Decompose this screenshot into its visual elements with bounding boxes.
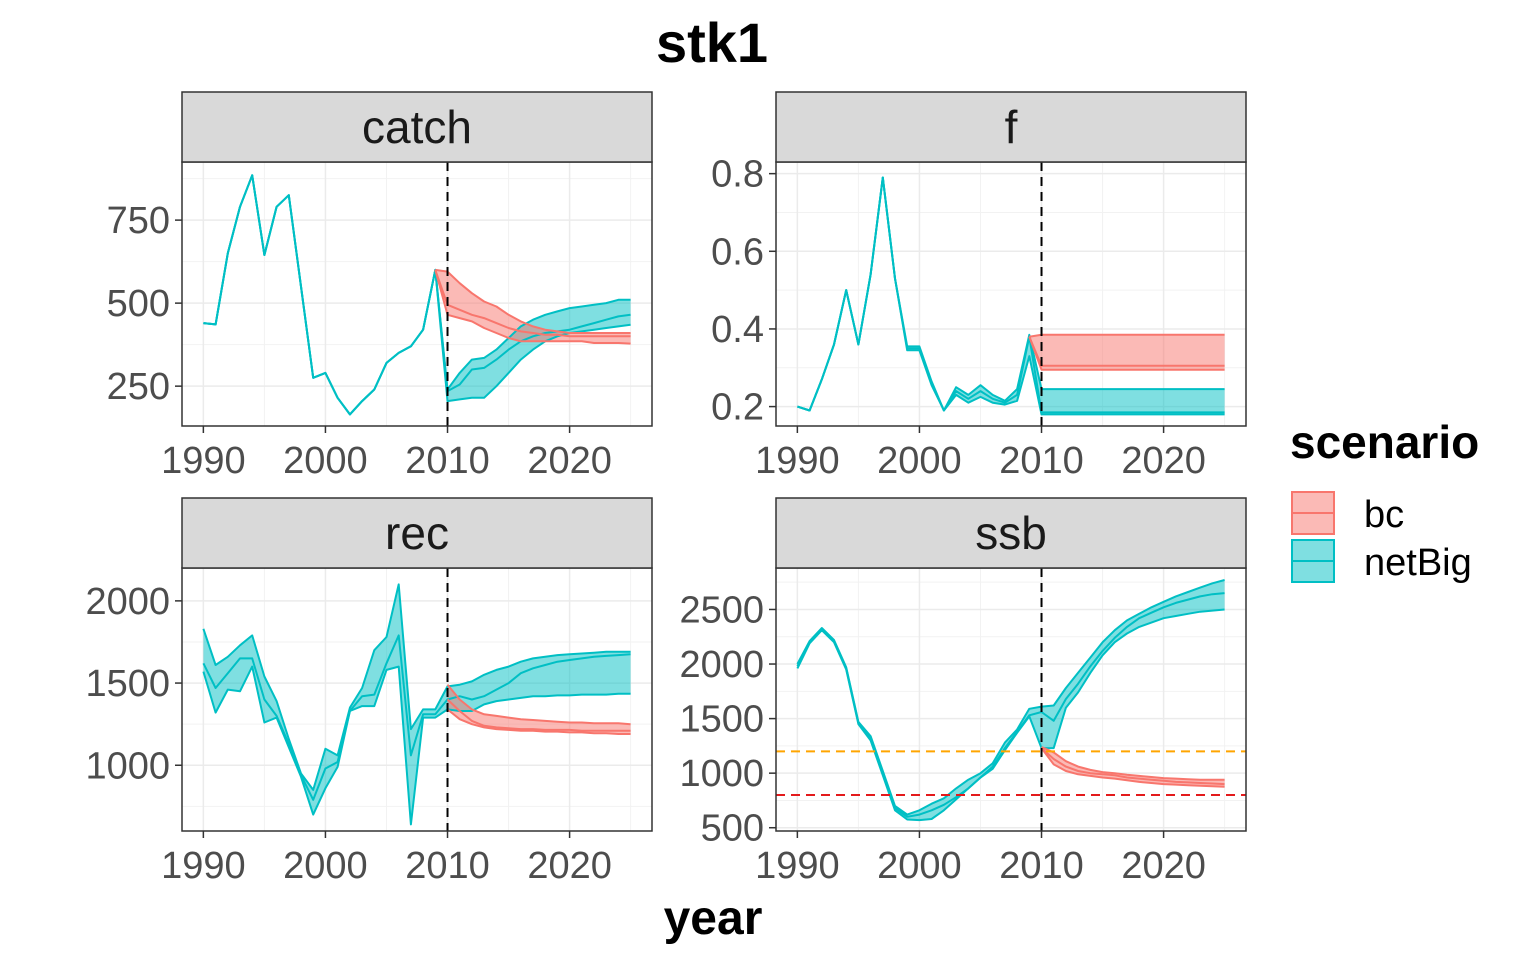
facet-strip bbox=[181, 497, 653, 569]
facet-strip bbox=[775, 91, 1247, 163]
y-tick-label: 500 bbox=[107, 283, 170, 325]
facet-strip-label: catch bbox=[362, 101, 472, 153]
legend-entry-bc: bc bbox=[1291, 491, 1404, 536]
y-tick-label: 250 bbox=[107, 366, 170, 408]
x-tick-label: 2010 bbox=[999, 845, 1084, 887]
facet-strip-label: rec bbox=[385, 507, 449, 559]
facet-strip bbox=[181, 91, 653, 163]
x-tick-label: 1990 bbox=[755, 440, 840, 482]
panel-background bbox=[776, 162, 1246, 426]
y-tick-label: 0.4 bbox=[711, 309, 764, 351]
y-tick-label: 1000 bbox=[85, 745, 170, 787]
legend-title: scenario bbox=[1290, 416, 1479, 468]
plot-title: stk1 bbox=[656, 11, 768, 74]
y-tick-label: 2000 bbox=[679, 644, 764, 686]
series-line-bc-median bbox=[434, 269, 631, 338]
series-line-bc-median bbox=[1040, 747, 1225, 786]
series-line-netBig-median bbox=[202, 634, 631, 801]
x-tick-label: 2020 bbox=[1121, 845, 1206, 887]
y-tick-label: 1500 bbox=[85, 663, 170, 705]
series-line-bc-lower bbox=[1040, 747, 1225, 788]
series-line-netBig-lower bbox=[202, 665, 631, 826]
y-tick-label: 0.2 bbox=[711, 387, 764, 429]
x-tick-label: 2020 bbox=[527, 845, 612, 887]
panel-background bbox=[182, 568, 652, 831]
y-tick-label: 0.6 bbox=[711, 231, 764, 273]
series-line-netBig-upper bbox=[796, 579, 1225, 816]
x-tick-label: 2000 bbox=[877, 845, 962, 887]
series-line-bc-upper bbox=[1041, 746, 1225, 781]
series-line-bc-upper bbox=[435, 268, 631, 334]
x-tick-label: 2020 bbox=[527, 440, 612, 482]
legend-entry-netBig: netBig bbox=[1291, 539, 1472, 584]
x-tick-label: 2020 bbox=[1121, 440, 1206, 482]
y-tick-label: 2500 bbox=[679, 589, 764, 631]
facet-strip bbox=[775, 497, 1247, 569]
x-tick-label: 2010 bbox=[405, 845, 490, 887]
legend-label-netBig: netBig bbox=[1364, 542, 1472, 584]
series-line-netBig-upper bbox=[202, 583, 631, 791]
panel-background bbox=[182, 162, 652, 426]
x-tick-label: 2000 bbox=[283, 440, 368, 482]
facet-strip-label: f bbox=[1005, 101, 1018, 153]
legend: scenario bc netBig bbox=[1290, 416, 1479, 584]
y-tick-label: 0.8 bbox=[711, 154, 764, 196]
ribbon-netBig bbox=[797, 177, 1225, 415]
x-axis-label: year bbox=[664, 892, 763, 945]
y-tick-label: 1000 bbox=[679, 753, 764, 795]
panel-f: f 1990 2000 2010 2020 0.2 0.4 0.6 0.8 bbox=[711, 91, 1247, 482]
panel-catch: catch 1990 2000 2010 2020 250 500 750 bbox=[107, 91, 653, 482]
series-line-bc-median bbox=[1028, 336, 1225, 367]
x-tick-label: 1990 bbox=[755, 845, 840, 887]
series-line-bc-lower bbox=[446, 708, 631, 735]
ribbon-netBig bbox=[203, 175, 631, 415]
series-line-bc-lower bbox=[434, 269, 631, 345]
facet-strip-label: ssb bbox=[975, 507, 1047, 559]
y-tick-label: 1500 bbox=[679, 699, 764, 741]
y-tick-label: 500 bbox=[701, 808, 764, 850]
series-line-bc-median bbox=[446, 698, 631, 732]
panel-rec: rec 1990 2000 2010 2020 1000 1500 2000 bbox=[85, 497, 653, 887]
facet-panels: catch 1990 2000 2010 2020 250 500 750 f 1990 2000 2… bbox=[85, 91, 1247, 887]
legend-label-bc: bc bbox=[1364, 494, 1404, 536]
series-line-netBig-median bbox=[796, 592, 1225, 818]
series-line-netBig-median bbox=[797, 176, 1225, 414]
x-tick-label: 1990 bbox=[161, 440, 246, 482]
ribbon-bc bbox=[435, 269, 631, 344]
panel-ssb: ssb 1990 2000 2010 2020 500 1000 1500 2000 2500 bbox=[679, 497, 1247, 887]
y-tick-label: 750 bbox=[107, 200, 170, 242]
series-line-bc-upper bbox=[1029, 333, 1225, 338]
x-tick-label: 2000 bbox=[877, 440, 962, 482]
x-tick-label: 2010 bbox=[999, 440, 1084, 482]
series-line-bc-upper bbox=[446, 684, 631, 726]
x-tick-label: 2010 bbox=[405, 440, 490, 482]
ribbon-bc bbox=[1029, 334, 1225, 370]
y-tick-label: 2000 bbox=[85, 581, 170, 623]
series-line-bc-lower bbox=[1028, 336, 1225, 371]
ribbon-bc bbox=[447, 684, 631, 734]
x-tick-label: 1990 bbox=[161, 845, 246, 887]
x-tick-label: 2000 bbox=[283, 845, 368, 887]
